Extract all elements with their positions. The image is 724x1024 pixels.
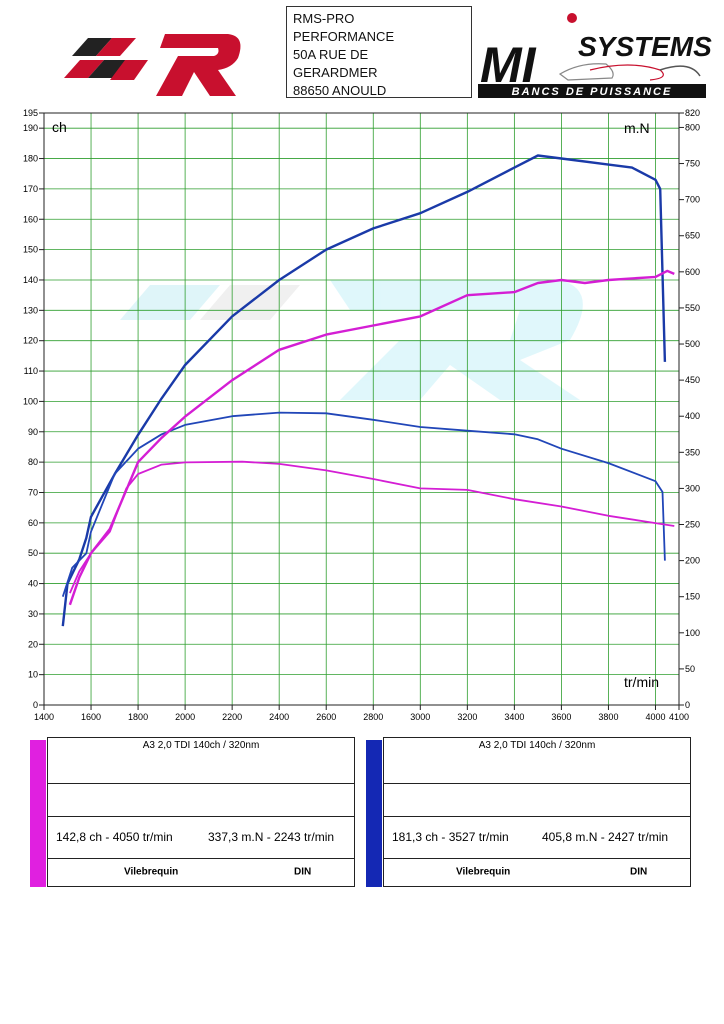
x-tick-label: 3200 bbox=[457, 712, 477, 722]
y2-tick-label: 820 bbox=[685, 108, 700, 118]
y2-tick-label: 250 bbox=[685, 520, 700, 530]
y2-tick-label: 200 bbox=[685, 556, 700, 566]
legend-title: A3 2,0 TDI 140ch / 320nm bbox=[384, 738, 690, 784]
legend-color bbox=[366, 740, 382, 887]
x-tick-label: 4100 bbox=[669, 712, 689, 722]
x-tick-label: 3600 bbox=[551, 712, 571, 722]
y-tick-label: 60 bbox=[28, 518, 38, 528]
y2-tick-label: 300 bbox=[685, 483, 700, 493]
y-tick-label: 170 bbox=[23, 184, 38, 194]
legend-footer: Vilebrequin DIN bbox=[48, 858, 354, 886]
x-tick-label: 2400 bbox=[269, 712, 289, 722]
address-line: RMS-PRO bbox=[293, 11, 355, 26]
y2-axis-label: m.N bbox=[624, 120, 650, 136]
y-tick-label: 150 bbox=[23, 245, 38, 255]
legend-power: 181,3 ch - 3527 tr/min bbox=[392, 830, 509, 844]
legend-norm: DIN bbox=[294, 866, 312, 878]
legend-title: A3 2,0 TDI 140ch / 320nm bbox=[48, 738, 354, 784]
data-line bbox=[61, 411, 666, 597]
y2-tick-label: 650 bbox=[685, 231, 700, 241]
legend-empty-row bbox=[384, 784, 690, 817]
chart: 0 10 20 30 40 50 60 70 80 90 100 110 120 130 140 150 160… bbox=[23, 108, 700, 722]
x-tick-label: 3000 bbox=[410, 712, 430, 722]
y2-tick-label: 600 bbox=[685, 267, 700, 277]
legend-torque: 405,8 m.N - 2427 tr/min bbox=[542, 830, 669, 844]
y2-tick-label: 550 bbox=[685, 303, 700, 313]
address-box: RMS-PRO PERFORMANCE 50A RUE DE GERARDMER… bbox=[286, 6, 472, 98]
x-tick-label: 2800 bbox=[363, 712, 383, 722]
y2-tick-label: 150 bbox=[685, 592, 700, 602]
y2-tick-label: 400 bbox=[685, 411, 700, 421]
y2-tick-label: 750 bbox=[685, 159, 700, 169]
logo-left bbox=[64, 34, 241, 96]
y2-tick-label: 100 bbox=[685, 628, 700, 638]
address-line: GERARDMER bbox=[293, 65, 378, 80]
watermark bbox=[120, 280, 583, 400]
legend-footer: Vilebrequin DIN bbox=[384, 858, 690, 886]
y-tick-label: 120 bbox=[23, 336, 38, 346]
logo-top: SYSTEMS bbox=[578, 31, 712, 62]
y-tick-label: 20 bbox=[28, 639, 38, 649]
y-tick-label: 100 bbox=[23, 396, 38, 406]
y-tick-label: 80 bbox=[28, 457, 38, 467]
plot-frame bbox=[43, 112, 680, 706]
y-axis-label: ch bbox=[52, 119, 67, 135]
x-tick-label: 4000 bbox=[645, 712, 665, 722]
y2-tick-label: 50 bbox=[685, 664, 695, 674]
legend-results: 181,3 ch - 3527 tr/min 405,8 m.N - 2427 … bbox=[384, 816, 690, 859]
logo-main: MI bbox=[480, 37, 537, 93]
data-line bbox=[61, 154, 667, 627]
x-tick-label: 1800 bbox=[128, 712, 148, 722]
y-tick-label: 0 bbox=[33, 700, 38, 710]
legend-box: A3 2,0 TDI 140ch / 320nm 142,8 ch - 4050… bbox=[47, 737, 355, 887]
y-tick-label: 160 bbox=[23, 214, 38, 224]
y2-tick-label: 700 bbox=[685, 195, 700, 205]
address-line: PERFORMANCE bbox=[293, 29, 395, 44]
x-tick-label: 1600 bbox=[81, 712, 101, 722]
y-tick-label: 90 bbox=[28, 427, 38, 437]
legend-power: 142,8 ch - 4050 tr/min bbox=[56, 830, 173, 844]
y-tick-label: 40 bbox=[28, 579, 38, 589]
y2-tick-label: 0 bbox=[685, 700, 690, 710]
y-tick-label: 140 bbox=[23, 275, 38, 285]
x-tick-label: 2200 bbox=[222, 712, 242, 722]
legend-color bbox=[30, 740, 46, 887]
y-tick-label: 195 bbox=[23, 108, 38, 118]
x-tick-label: 2600 bbox=[316, 712, 336, 722]
y-tick-label: 30 bbox=[28, 609, 38, 619]
legend-crank: Vilebrequin bbox=[456, 866, 511, 878]
address-line: 50A RUE DE bbox=[293, 47, 369, 62]
x-tick-label: 1400 bbox=[34, 712, 54, 722]
y-tick-label: 10 bbox=[28, 670, 38, 680]
y-tick-label: 50 bbox=[28, 548, 38, 558]
x-axis-label: tr/min bbox=[624, 674, 659, 690]
y-tick-label: 130 bbox=[23, 305, 38, 315]
y-tick-label: 190 bbox=[23, 123, 38, 133]
legend-results: 142,8 ch - 4050 tr/min 337,3 m.N - 2243 … bbox=[48, 816, 354, 859]
legend-torque: 337,3 m.N - 2243 tr/min bbox=[208, 830, 335, 844]
logo-subtitle: BANCS DE PUISSANCE bbox=[512, 86, 673, 98]
y2-tick-label: 350 bbox=[685, 447, 700, 457]
legend-empty-row bbox=[48, 784, 354, 817]
legend-crank: Vilebrequin bbox=[124, 866, 179, 878]
legend-box: A3 2,0 TDI 140ch / 320nm 181,3 ch - 3527… bbox=[383, 737, 691, 887]
data-line bbox=[69, 460, 675, 594]
x-tick-label: 3800 bbox=[598, 712, 618, 722]
y2-tick-label: 450 bbox=[685, 375, 700, 385]
data-line bbox=[68, 269, 675, 606]
logo-right: BANCS DE PUISSANCE MI SYSTEMS bbox=[478, 13, 712, 98]
header-graphics: BANCS DE PUISSANCE MI SYSTEMS bbox=[64, 13, 712, 98]
y2-tick-label: 800 bbox=[685, 122, 700, 132]
x-tick-label: 3400 bbox=[504, 712, 524, 722]
address-line: 88650 ANOULD bbox=[293, 83, 387, 98]
x-tick-label: 2000 bbox=[175, 712, 195, 722]
y-tick-label: 180 bbox=[23, 154, 38, 164]
y-tick-label: 110 bbox=[24, 366, 38, 376]
y2-tick-label: 500 bbox=[685, 339, 700, 349]
y-tick-label: 70 bbox=[28, 487, 38, 497]
legend-norm: DIN bbox=[630, 866, 648, 878]
